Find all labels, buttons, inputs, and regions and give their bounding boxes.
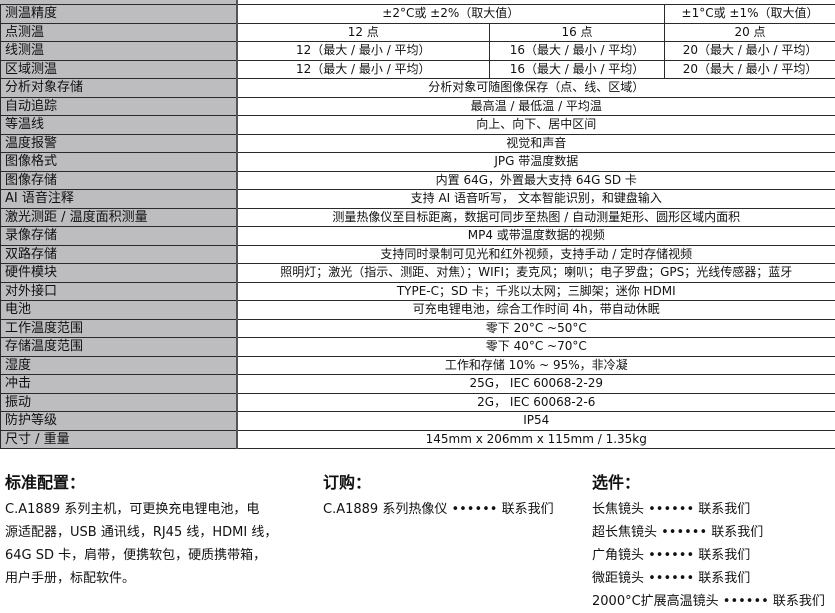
spec-label: 激光测距 / 温度面积测量	[1, 208, 237, 227]
spec-label: 电池	[1, 301, 237, 320]
standard-config-line: C.A1889 系列主机，可更换充电锂电池，电	[5, 498, 277, 521]
spec-label: 硬件模块	[1, 264, 237, 283]
spec-value: 16（最大 / 最小 / 平均）	[490, 60, 665, 79]
spec-row: 激光测距 / 温度面积测量测量热像仪至目标距离，数据可同步至热图 / 自动测量矩…	[1, 208, 835, 227]
option-line: 长焦镜头 •••••• 联系我们	[592, 498, 825, 521]
spec-value: 最高温 / 最低温 / 平均温	[237, 97, 835, 116]
order-title: 订购：	[323, 472, 554, 494]
spec-value: 20 点	[665, 23, 835, 42]
spec-row: 电池可充电锂电池，综合工作时间 4h，带自动休眠	[1, 301, 835, 320]
spec-row: 测温精度±2°C或 ±2%（取大值）±1°C或 ±1%（取大值）	[1, 5, 835, 24]
spec-label: 振动	[1, 393, 237, 412]
option-line: 广角镜头 •••••• 联系我们	[592, 544, 825, 567]
spec-value: 支持同时录制可见光和红外视频，支持手动 / 定时存储视频	[237, 245, 835, 264]
spec-value: 测量热像仪至目标距离，数据可同步至热图 / 自动测量矩形、圆形区域内面积	[237, 208, 835, 227]
spec-label: 图像存储	[1, 171, 237, 190]
spec-label: AI 语音注释	[1, 190, 237, 209]
spec-value: 向上、向下、居中区间	[237, 116, 835, 135]
spec-label: 自动追踪	[1, 97, 237, 116]
spec-row: 双路存储支持同时录制可见光和红外视频，支持手动 / 定时存储视频	[1, 245, 835, 264]
spec-row: 分析对象存储分析对象可随图像保存（点、线、区域）	[1, 79, 835, 98]
spec-value: 20（最大 / 最小 / 平均）	[665, 60, 835, 79]
spec-label: 对外接口	[1, 282, 237, 301]
spec-label: 点测温	[1, 23, 237, 42]
spec-value: 12 点	[237, 23, 490, 42]
standard-config-line: 源适配器，USB 通讯线，RJ45 线，HDMI 线，	[5, 521, 277, 544]
spec-label: 双路存储	[1, 245, 237, 264]
spec-value: 145mm x 206mm x 115mm / 1.35kg	[237, 430, 835, 449]
spec-label: 防护等级	[1, 412, 237, 431]
spec-value: 16 点	[490, 23, 665, 42]
spec-value: 25G， IEC 60068-2-29	[237, 375, 835, 394]
spec-value: 零下 20°C ~50°C	[237, 319, 835, 338]
spec-value: 工作和存储 10% ~ 95%，非冷凝	[237, 356, 835, 375]
spec-value: 16（最大 / 最小 / 平均）	[490, 42, 665, 61]
spec-label: 线测温	[1, 42, 237, 61]
spec-row: 等温线向上、向下、居中区间	[1, 116, 835, 135]
option-line: 超长焦镜头 •••••• 联系我们	[592, 521, 825, 544]
spec-row: 硬件模块照明灯；激光（指示、测距、对焦）；WIFI；麦克风；喇叭；电子罗盘；GP…	[1, 264, 835, 283]
spec-row: 工作温度范围零下 20°C ~50°C	[1, 319, 835, 338]
spec-row: 温度报警视觉和声音	[1, 134, 835, 153]
spec-value: 可充电锂电池，综合工作时间 4h，带自动休眠	[237, 301, 835, 320]
spec-value: 分析对象可随图像保存（点、线、区域）	[237, 79, 835, 98]
spec-value: 照明灯；激光（指示、测距、对焦）；WIFI；麦克风；喇叭；电子罗盘；GPS；光线…	[237, 264, 835, 283]
spec-label: 分析对象存储	[1, 79, 237, 98]
spec-label: 冲击	[1, 375, 237, 394]
spec-label: 温度报警	[1, 134, 237, 153]
spec-value: 20（最大 / 最小 / 平均）	[665, 42, 835, 61]
spec-value: IP54	[237, 412, 835, 431]
spec-row: AI 语音注释支持 AI 语音听写， 文本智能识别，和键盘输入	[1, 190, 835, 209]
spec-value: ±2°C或 ±2%（取大值）	[237, 5, 665, 24]
spec-label: 等温线	[1, 116, 237, 135]
option-line: 微距镜头 •••••• 联系我们	[592, 567, 825, 590]
spec-label: 区域测温	[1, 60, 237, 79]
options-title: 选件：	[592, 472, 825, 494]
spec-label: 存储温度范围	[1, 338, 237, 357]
spec-label: 测温精度	[1, 5, 237, 24]
spec-label: 图像格式	[1, 153, 237, 172]
spec-value: ±1°C或 ±1%（取大值）	[665, 5, 835, 24]
standard-config-title: 标准配置：	[5, 472, 277, 494]
option-line: 2000°C扩展高温镜头 •••••• 联系我们	[592, 590, 825, 613]
order-section: 订购： C.A1889 系列热像仪 •••••• 联系我们	[323, 472, 554, 521]
options-section: 选件： 长焦镜头 •••••• 联系我们 超长焦镜头 •••••• 联系我们 广…	[592, 472, 825, 613]
spec-row: 湿度工作和存储 10% ~ 95%，非冷凝	[1, 356, 835, 375]
spec-label: 湿度	[1, 356, 237, 375]
order-line: C.A1889 系列热像仪 •••••• 联系我们	[323, 498, 554, 521]
spec-value: 12（最大 / 最小 / 平均）	[237, 60, 490, 79]
spec-value: 支持 AI 语音听写， 文本智能识别，和键盘输入	[237, 190, 835, 209]
spec-row: 自动追踪最高温 / 最低温 / 平均温	[1, 97, 835, 116]
spec-row: 存储温度范围零下 40°C ~70°C	[1, 338, 835, 357]
spec-value: MP4 或带温度数据的视频	[237, 227, 835, 246]
standard-config-section: 标准配置： C.A1889 系列主机，可更换充电锂电池，电 源适配器，USB 通…	[5, 472, 277, 590]
spec-value: 视觉和声音	[237, 134, 835, 153]
spec-label: 录像存储	[1, 227, 237, 246]
spec-value: 内置 64G，外置最大支持 64G SD 卡	[237, 171, 835, 190]
standard-config-line: 用户手册，标配软件。	[5, 567, 277, 590]
spec-value: TYPE-C；SD 卡；千兆以太网；三脚架；迷你 HDMI	[237, 282, 835, 301]
spec-label: 尺寸 / 重量	[1, 430, 237, 449]
spec-value: 2G， IEC 60068-2-6	[237, 393, 835, 412]
standard-config-line: 64G SD 卡，肩带，便携软包，硬质携带箱，	[5, 544, 277, 567]
spec-value: JPG 带温度数据	[237, 153, 835, 172]
spec-label: 工作温度范围	[1, 319, 237, 338]
spec-row: 图像存储内置 64G，外置最大支持 64G SD 卡	[1, 171, 835, 190]
spec-value: 12（最大 / 最小 / 平均）	[237, 42, 490, 61]
spec-value: 零下 40°C ~70°C	[237, 338, 835, 357]
